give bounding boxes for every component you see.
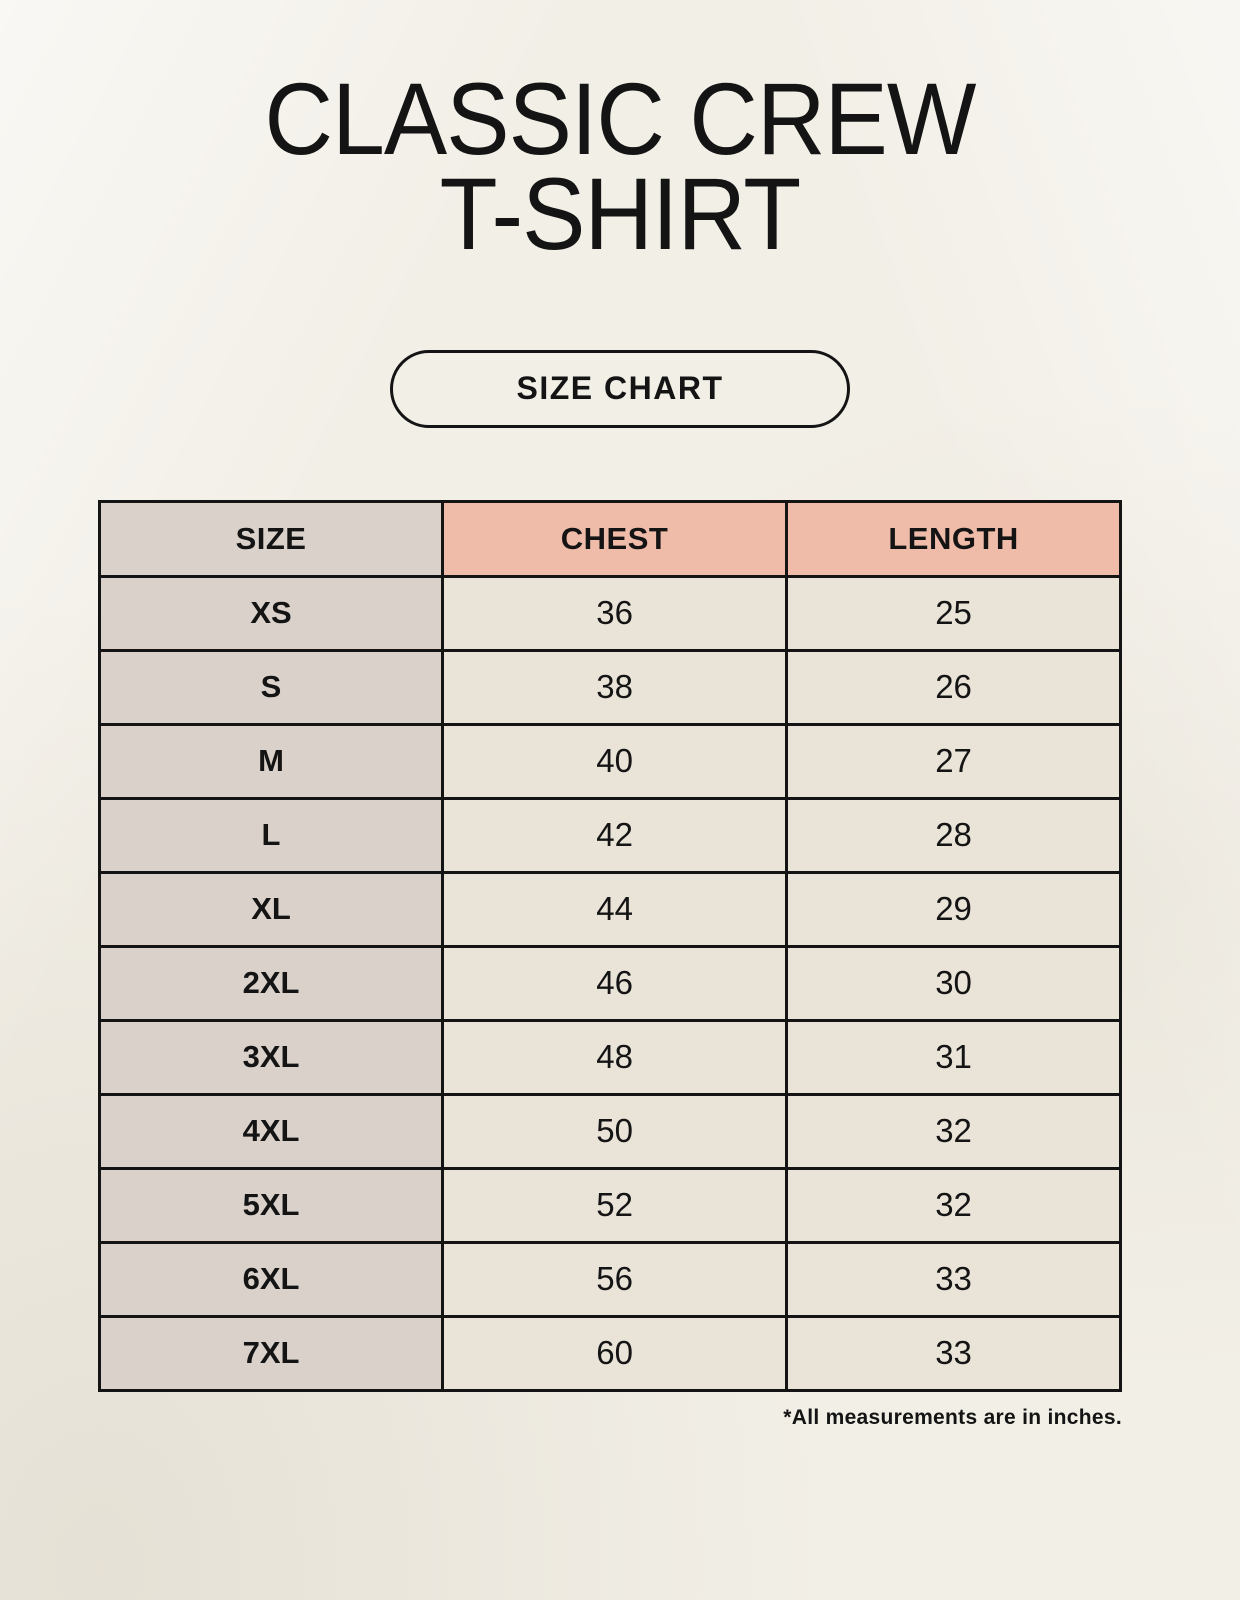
size-cell: 4XL bbox=[97, 1092, 445, 1170]
chest-cell: 60 bbox=[441, 1314, 789, 1392]
size-cell: L bbox=[97, 796, 445, 874]
length-cell: 25 bbox=[785, 574, 1122, 652]
length-cell: 32 bbox=[785, 1092, 1122, 1170]
chest-cell: 50 bbox=[441, 1092, 789, 1170]
size-cell: M bbox=[97, 722, 445, 800]
chest-cell: 52 bbox=[441, 1166, 789, 1244]
length-cell: 30 bbox=[785, 944, 1122, 1022]
length-cell: 26 bbox=[785, 648, 1122, 726]
size-table: SIZE CHEST LENGTH XS 36 25 S 38 26 M 40 … bbox=[97, 499, 1122, 1392]
length-cell: 33 bbox=[785, 1240, 1122, 1318]
size-cell: XL bbox=[97, 870, 445, 948]
chest-cell: 40 bbox=[441, 722, 789, 800]
length-cell: 28 bbox=[785, 796, 1122, 874]
table-row: 6XL 56 33 bbox=[97, 1240, 1122, 1318]
chest-cell: 56 bbox=[441, 1240, 789, 1318]
size-cell: XS bbox=[97, 574, 445, 652]
table-row: XS 36 25 bbox=[97, 574, 1122, 652]
chest-cell: 38 bbox=[441, 648, 789, 726]
length-cell: 29 bbox=[785, 870, 1122, 948]
table-row: S 38 26 bbox=[97, 648, 1122, 726]
table-row: 2XL 46 30 bbox=[97, 944, 1122, 1022]
size-cell: 2XL bbox=[97, 944, 445, 1022]
table-row: 4XL 50 32 bbox=[97, 1092, 1122, 1170]
size-chart-button[interactable]: SIZE CHART bbox=[390, 349, 850, 428]
length-cell: 27 bbox=[785, 722, 1122, 800]
size-table-container: SIZE CHEST LENGTH XS 36 25 S 38 26 M 40 … bbox=[97, 499, 1122, 1392]
column-header-length: LENGTH bbox=[785, 499, 1122, 578]
table-row: L 42 28 bbox=[97, 796, 1122, 874]
table-row: XL 44 29 bbox=[97, 870, 1122, 948]
length-cell: 32 bbox=[785, 1166, 1122, 1244]
chest-cell: 36 bbox=[441, 574, 789, 652]
chest-cell: 44 bbox=[441, 870, 789, 948]
size-cell: 7XL bbox=[97, 1314, 445, 1392]
header-row: SIZE CHEST LENGTH bbox=[97, 499, 1122, 578]
chest-cell: 42 bbox=[441, 796, 789, 874]
size-table-body: XS 36 25 S 38 26 M 40 27 L 42 28 XL 44 2… bbox=[97, 574, 1122, 1392]
column-header-chest: CHEST bbox=[441, 499, 789, 578]
chest-cell: 48 bbox=[441, 1018, 789, 1096]
table-row: 5XL 52 32 bbox=[97, 1166, 1122, 1244]
size-cell: 3XL bbox=[97, 1018, 445, 1096]
length-cell: 33 bbox=[785, 1314, 1122, 1392]
size-cell: 6XL bbox=[97, 1240, 445, 1318]
length-cell: 31 bbox=[785, 1018, 1122, 1096]
chest-cell: 46 bbox=[441, 944, 789, 1022]
table-row: 3XL 48 31 bbox=[97, 1018, 1122, 1096]
column-header-size: SIZE bbox=[97, 499, 445, 578]
size-cell: S bbox=[97, 648, 445, 726]
measurements-footnote: *All measurements are in inches. bbox=[783, 1405, 1122, 1429]
size-table-header: SIZE CHEST LENGTH bbox=[97, 499, 1122, 578]
page-title: CLASSIC CREW T-SHIRT bbox=[264, 62, 977, 271]
table-row: 7XL 60 33 bbox=[97, 1314, 1122, 1392]
table-row: M 40 27 bbox=[97, 722, 1122, 800]
size-cell: 5XL bbox=[97, 1166, 445, 1244]
